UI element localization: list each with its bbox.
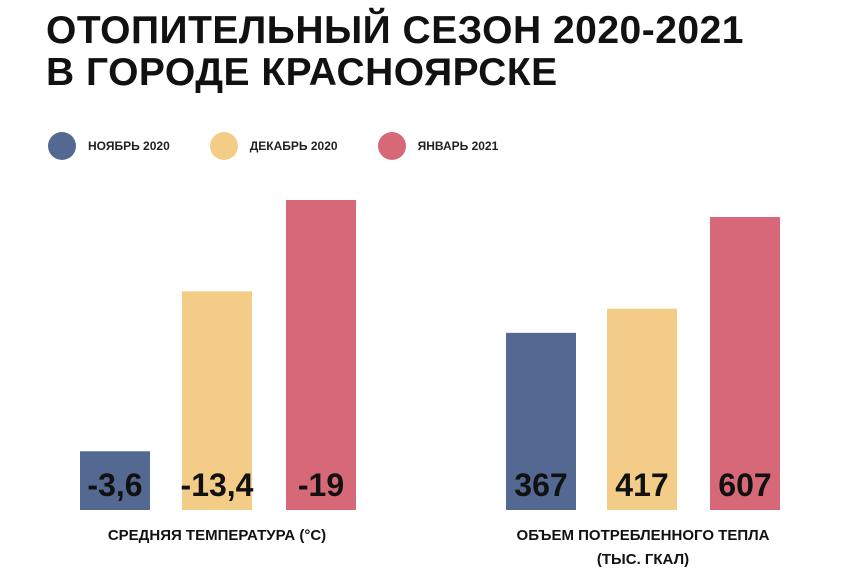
title-line-1: ОТОПИТЕЛЬНЫЙ СЕЗОН 2020-2021 [46, 9, 744, 52]
legend-label-january: ЯНВАРЬ 2021 [417, 139, 499, 153]
bar-chart2-november [506, 332, 576, 510]
value-label-chart1-january: -19 [298, 467, 344, 503]
page-title: ОТОПИТЕЛЬНЫЙ СЕЗОН 2020-2021 В ГОРОДЕ КР… [46, 10, 744, 94]
bar-chart1-january [286, 200, 356, 510]
chart-legend: НОЯБРЬ 2020 ДЕКАБРЬ 2020 ЯНВАРЬ 2021 [48, 132, 538, 160]
value-label-chart2-december: 417 [615, 467, 668, 503]
legend-label-december: ДЕКАБРЬ 2020 [249, 139, 338, 153]
value-label-chart2-november: 367 [514, 467, 567, 503]
value-label-chart1-december: -13,4 [181, 467, 254, 503]
bar-chart2-january [710, 217, 780, 510]
value-label-chart2-january: 607 [718, 467, 771, 503]
value-label-chart1-november: -3,6 [87, 467, 142, 503]
legend-item-january: ЯНВАРЬ 2021 [377, 132, 499, 160]
bar-chart1-november [80, 451, 150, 510]
bar-chart2-december [607, 308, 677, 510]
legend-label-november: НОЯБРЬ 2020 [88, 139, 170, 153]
legend-item-november: НОЯБРЬ 2020 [48, 132, 170, 160]
axis-label-chart2-line2: (ТЫС. ГКАЛ) [597, 551, 689, 568]
title-line-2: В ГОРОДЕ КРАСНОЯРСКЕ [46, 51, 558, 94]
bar-chart1-december [182, 291, 252, 510]
axis-label-chart2: ОБЪЕМ ПОТРЕБЛЕННОГО ТЕПЛА [517, 527, 770, 544]
legend-swatch-november [48, 132, 76, 160]
axis-label-chart1: СРЕДНЯЯ ТЕМПЕРАТУРА (°С) [108, 527, 326, 544]
legend-item-december: ДЕКАБРЬ 2020 [209, 132, 338, 160]
legend-swatch-december [209, 132, 238, 160]
legend-swatch-january [377, 132, 406, 160]
